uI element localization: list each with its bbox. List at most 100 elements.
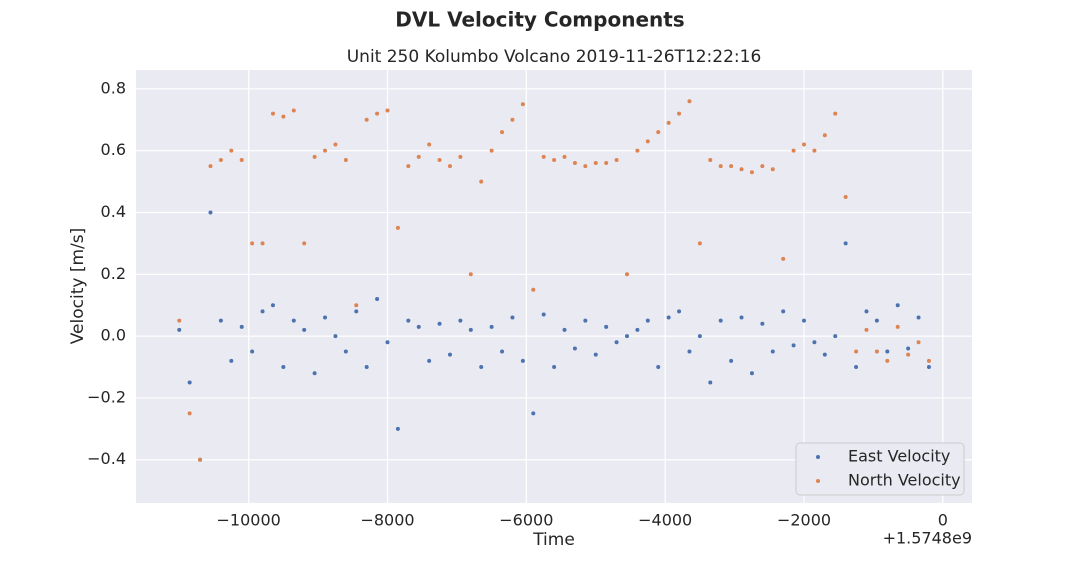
point <box>437 157 442 162</box>
point <box>708 380 713 385</box>
point <box>864 327 869 332</box>
point <box>468 272 473 277</box>
point <box>333 334 338 339</box>
point <box>364 365 369 370</box>
point <box>270 303 275 308</box>
point <box>406 164 411 169</box>
point <box>885 358 890 363</box>
point <box>583 318 588 323</box>
point <box>312 154 317 159</box>
point <box>749 371 754 376</box>
point <box>239 324 244 329</box>
y-tick-label: 0.8 <box>101 78 126 97</box>
point <box>395 225 400 230</box>
plot-area <box>136 70 972 503</box>
point <box>687 99 692 104</box>
point <box>291 318 296 323</box>
point <box>218 157 223 162</box>
point <box>260 241 265 246</box>
point <box>552 157 557 162</box>
point <box>479 179 484 184</box>
point <box>489 324 494 329</box>
x-offset-label: +1.5748e9 <box>883 529 972 548</box>
legend-label: East Velocity <box>848 447 950 466</box>
point <box>323 148 328 153</box>
point <box>697 241 702 246</box>
point <box>677 309 682 314</box>
point <box>614 157 619 162</box>
point <box>874 318 879 323</box>
point <box>447 164 452 169</box>
legend-label: North Velocity <box>848 471 961 490</box>
point <box>656 365 661 370</box>
point <box>572 161 577 166</box>
point <box>739 167 744 172</box>
point <box>260 309 265 314</box>
point <box>541 312 546 317</box>
point <box>562 327 567 332</box>
y-tick-label: 0.6 <box>101 140 126 159</box>
point <box>208 164 213 169</box>
point <box>770 349 775 354</box>
point <box>239 157 244 162</box>
point <box>864 309 869 314</box>
point <box>843 241 848 246</box>
point <box>427 358 432 363</box>
point <box>687 349 692 354</box>
point <box>291 108 296 113</box>
point <box>906 346 911 351</box>
point <box>562 154 567 159</box>
point <box>718 318 723 323</box>
point <box>822 352 827 357</box>
point <box>510 315 515 320</box>
point <box>302 327 307 332</box>
point <box>645 318 650 323</box>
y-tick-label: 0.2 <box>101 264 126 283</box>
point <box>729 358 734 363</box>
point <box>416 324 421 329</box>
grid <box>136 70 972 503</box>
chart-title: DVL Velocity Components <box>395 8 684 32</box>
point <box>447 352 452 357</box>
point <box>343 349 348 354</box>
point <box>468 327 473 332</box>
point <box>718 164 723 169</box>
point <box>531 411 536 416</box>
y-tick-label: −0.2 <box>87 387 126 406</box>
point <box>604 161 609 166</box>
x-axis-label: Time <box>532 530 575 550</box>
point <box>854 365 859 370</box>
x-tick-label: −6000 <box>499 511 553 530</box>
point <box>916 340 921 345</box>
legend-marker <box>816 455 820 459</box>
legend-box <box>795 442 965 496</box>
point <box>229 148 234 153</box>
point <box>187 411 192 416</box>
point <box>583 164 588 169</box>
point <box>541 154 546 159</box>
point <box>198 457 203 462</box>
legend-marker <box>816 479 820 483</box>
x-tick-label: −2000 <box>777 511 831 530</box>
point <box>666 315 671 320</box>
point <box>656 130 661 135</box>
point <box>479 365 484 370</box>
point <box>187 380 192 385</box>
point <box>926 365 931 370</box>
y-tick-label: −0.4 <box>87 449 126 468</box>
point <box>635 327 640 332</box>
point <box>510 117 515 122</box>
point <box>552 365 557 370</box>
point <box>281 114 286 119</box>
point <box>177 327 182 332</box>
point <box>895 324 900 329</box>
point <box>781 309 786 314</box>
point <box>802 318 807 323</box>
point <box>364 117 369 122</box>
point <box>666 120 671 125</box>
y-axis-label: Velocity [m/s] <box>68 228 88 345</box>
point <box>416 154 421 159</box>
point <box>624 272 629 277</box>
